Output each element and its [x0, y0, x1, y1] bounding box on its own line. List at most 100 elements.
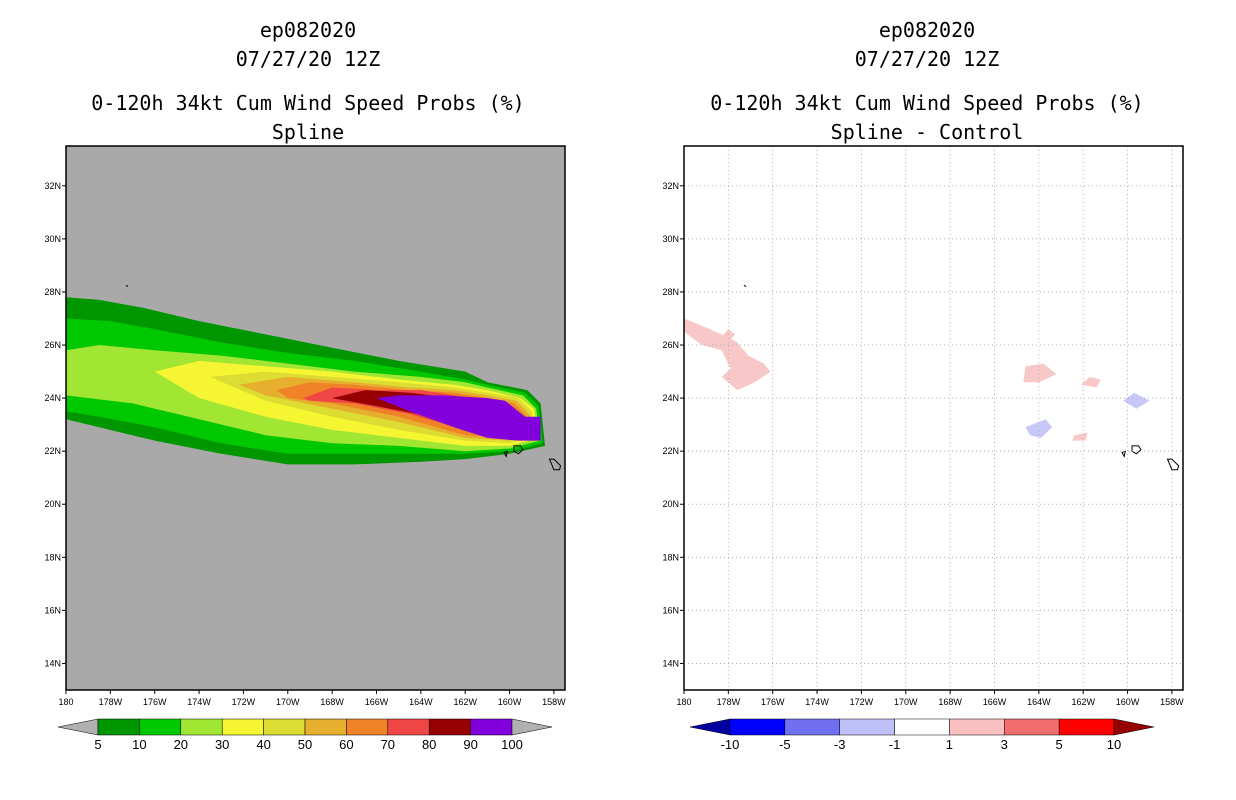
right-colorbar-box — [949, 718, 1005, 736]
left-x-tick-label: 168W — [320, 697, 344, 707]
left-data-layer — [66, 284, 562, 471]
right-colorbar: -10 -5 -3 -1 1 3 5 10 — [689, 718, 1155, 752]
right-colorbar-label: 10 — [1107, 737, 1121, 752]
left-colorbar-box — [470, 718, 513, 736]
right-x-tick-label: 164W — [1027, 697, 1051, 707]
left-contour-95 — [443, 398, 541, 441]
left-y-tick-label: 22N — [44, 446, 61, 456]
left-colorbar-label: 10 — [132, 737, 146, 752]
left-y-tick-label: 16N — [44, 605, 61, 615]
left-island-kauai — [513, 445, 524, 455]
right-diff-patch — [1023, 363, 1057, 383]
right-colorbar-max-arrow — [1113, 718, 1155, 736]
left-x-tick-label: 162W — [453, 697, 477, 707]
left-colorbar-label: 5 — [94, 737, 101, 752]
right-x-tick-label: 162W — [1071, 697, 1095, 707]
right-y-tick-label: 26N — [662, 340, 679, 350]
right-map-frame — [683, 145, 1184, 691]
right-colorbar-box — [1004, 718, 1060, 736]
right-colorbar-box — [784, 718, 840, 736]
right-y-tick-label: 22N — [662, 446, 679, 456]
left-x-tick-label: 178W — [99, 697, 123, 707]
left-colorbar-box — [221, 718, 264, 736]
right-diff-patch — [1072, 432, 1088, 441]
right-y-tick-label: 24N — [662, 393, 679, 403]
left-colorbar-max-arrow — [511, 718, 553, 736]
left-x-tick-label: 176W — [143, 697, 167, 707]
right-island-islet — [743, 284, 747, 288]
left-y-tick-label: 32N — [44, 181, 61, 191]
right-colorbar-box — [729, 718, 786, 736]
right-y-tick-label: 20N — [662, 499, 679, 509]
left-colorbar-box — [304, 718, 347, 736]
left-x-tick-label: 180 — [58, 697, 73, 707]
right-colorbar-label: 5 — [1056, 737, 1063, 752]
right-title-product: 0-120h 34kt Cum Wind Speed Probs (%) — [710, 91, 1144, 115]
right-diff-patch — [721, 329, 735, 343]
right-title-storm: ep082020 — [878, 18, 976, 42]
left-colorbar-box — [180, 718, 223, 736]
left-x-tick-label: 158W — [542, 697, 566, 707]
left-y-tick-label: 30N — [44, 234, 61, 244]
right-x-tick-label: 170W — [894, 697, 918, 707]
left-colorbar-box — [139, 718, 182, 736]
right-island-kauai — [1131, 445, 1142, 455]
left-x-tick-label: 172W — [232, 697, 256, 707]
left-colorbar-box — [346, 718, 389, 736]
right-colorbar-label: -10 — [721, 737, 740, 752]
left-colorbar-label: 90 — [463, 737, 477, 752]
left-colorbar-label: 20 — [174, 737, 188, 752]
right-colorbar-box — [1058, 718, 1115, 736]
right-x-tick-label: 168W — [938, 697, 962, 707]
left-y-tick-label: 26N — [44, 340, 61, 350]
right-colorbar-label: 3 — [1001, 737, 1008, 752]
right-colorbar-label: 1 — [946, 737, 953, 752]
right-y-tick-label: 18N — [662, 552, 679, 562]
left-colorbar-box — [263, 718, 306, 736]
right-map-background — [684, 146, 1183, 690]
left-x-tick-label: 170W — [276, 697, 300, 707]
left-colorbar: 5 10 20 30 40 50 60 70 80 90 100 — [57, 718, 553, 752]
right-map-panel: 180 178W 176W 174W 172W 170W 168W 166W 164W 162W 1… — [662, 145, 1184, 707]
left-map-frame — [65, 145, 566, 691]
left-colorbar-label: 60 — [339, 737, 353, 752]
left-island-oahu — [548, 458, 562, 471]
left-colorbar-box — [387, 718, 430, 736]
right-x-tick-label: 178W — [717, 697, 741, 707]
right-y-tick-label: 30N — [662, 234, 679, 244]
right-y-tick-label: 28N — [662, 287, 679, 297]
left-x-tick-label: 164W — [409, 697, 433, 707]
right-diff-patch — [684, 318, 771, 391]
left-colorbar-label: 50 — [298, 737, 312, 752]
left-colorbar-label: 30 — [215, 737, 229, 752]
left-title-method: Spline — [271, 120, 345, 144]
right-y-tick-label: 32N — [662, 181, 679, 191]
right-data-layer — [684, 284, 1180, 471]
left-x-tick-label: 160W — [498, 697, 522, 707]
right-diff-patch — [1123, 392, 1150, 409]
right-x-tick-label: 174W — [805, 697, 829, 707]
left-map-panel: 180 178W 176W 174W 172W 170W 168W 166W 164W 162W 1… — [44, 145, 566, 707]
right-colorbar-label: -1 — [889, 737, 901, 752]
left-y-tick-label: 20N — [44, 499, 61, 509]
right-x-tick-label: 160W — [1116, 697, 1140, 707]
right-island-niihau — [1121, 450, 1126, 458]
left-y-tick-label: 28N — [44, 287, 61, 297]
right-title-method: Spline - Control — [830, 120, 1024, 144]
right-colorbar-label: -5 — [779, 737, 791, 752]
left-colorbar-label: 100 — [501, 737, 523, 752]
right-colorbar-label: -3 — [834, 737, 846, 752]
left-colorbar-label: 70 — [381, 737, 395, 752]
left-colorbar-label: 40 — [256, 737, 270, 752]
right-colorbar-box — [839, 718, 895, 736]
right-y-tick-label: 16N — [662, 605, 679, 615]
right-x-tick-label: 176W — [761, 697, 785, 707]
right-diff-patch — [1081, 376, 1101, 388]
left-x-tick-label: 166W — [365, 697, 389, 707]
left-island-islet — [125, 284, 129, 288]
right-title-time: 07/27/20 12Z — [854, 47, 1000, 71]
left-title-time: 07/27/20 12Z — [235, 47, 381, 71]
left-colorbar-box — [97, 718, 140, 736]
left-y-tick-label: 18N — [44, 552, 61, 562]
